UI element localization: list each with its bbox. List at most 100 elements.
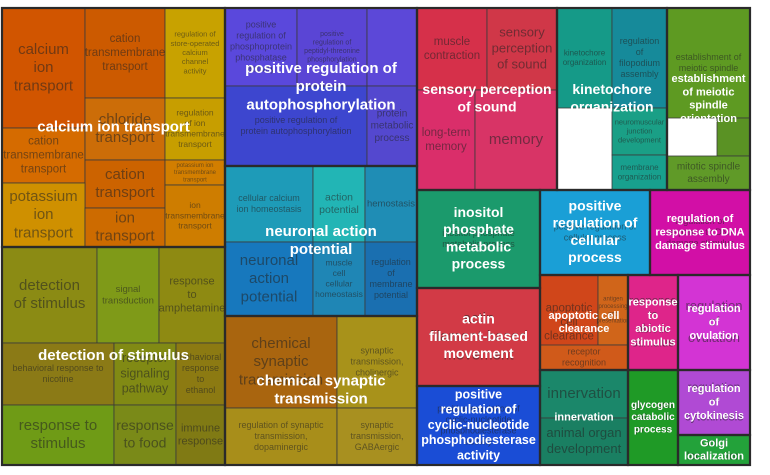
cell-label-antigen-processing-and-presentation: antigen processing and presentation bbox=[596, 297, 629, 325]
cell-label-cation-transmembrane-transport: cation transmembrane transport bbox=[85, 33, 166, 73]
cell-label-response-to-abiotic-stimulus: response to abiotic stimulus bbox=[629, 296, 676, 350]
treemap-cell-regulation-of-filopodium-assembly bbox=[611, 7, 668, 109]
cell-label-regulation-of-ovulation: regulation of ovulation bbox=[685, 298, 742, 345]
group-label-establishment-of-meiotic-spindle-orientation: establishment of meiotic spindle orientatio… bbox=[672, 73, 746, 125]
group-label-glycogen-catabolic-process: glycogen catabolic process bbox=[631, 400, 675, 435]
cell-label-signal-transduction: signal transduction bbox=[102, 284, 154, 307]
cell-label-synaptic-transmission-cholinergic: synaptic transmission, cholinergic bbox=[350, 345, 403, 377]
cell-label-innervation: innervation bbox=[547, 385, 620, 402]
treemap-cell-detection-of-stimulus bbox=[1, 246, 98, 344]
treemap-cell-response-to-food bbox=[113, 404, 177, 466]
cell-label-potassium-ion-transmembrane-transport: potassium ion transmembrane transport bbox=[174, 163, 217, 184]
cell-label-receptor-signaling-pathway: receptor signaling pathway bbox=[120, 351, 169, 396]
treemap-cell-membrane-organization bbox=[611, 154, 668, 191]
treemap-cell-cellular-calcium-ion-homeostasis bbox=[224, 165, 314, 243]
treemap-cell-signal-transduction bbox=[96, 246, 160, 344]
cell-label-memory: memory bbox=[489, 131, 544, 148]
group-border-golgi-localization bbox=[676, 433, 752, 467]
cell-label-membrane-organization: membrane organization bbox=[618, 163, 662, 182]
cell-label-positive-regulation-of-phosphoprotein-phosphatase-activity: positive regulation of phosphoprotein phosp… bbox=[230, 19, 292, 73]
cell-label-cation-transmembrane-transport: cation transmembrane transport bbox=[3, 136, 84, 176]
cell-label-chemical-synaptic-transmission: chemical synaptic transmission bbox=[239, 335, 323, 389]
treemap-cell-chloride-transport bbox=[84, 97, 166, 161]
treemap-cell-antigen-processing-and-presentation bbox=[597, 274, 629, 346]
cell-label-regulation-of-response-to-dna-damage-stimulus: regulation of response to DNA damage stimu… bbox=[666, 216, 735, 248]
cell-label-calcium-ion-transport: calcium ion transport bbox=[14, 41, 74, 95]
group-label-positive-regulation-of-cellular-process: positive regulation of cellular process bbox=[553, 198, 638, 265]
cell-label-synaptic-transmission-gabaergic: synaptic transmission, GABAergic bbox=[350, 420, 403, 452]
cell-label-regulation-of-ion-transmembrane-transport: regulation of ion transmembrane transport bbox=[165, 108, 225, 149]
treemap-cell-ion-transport bbox=[84, 207, 166, 248]
group-label-positive-regulation-of-cyclic-nucleotide-phosphodiesterase-activity: positive regulation of cyclic-nucleotide ph… bbox=[421, 387, 536, 462]
cell-label-response-to-stimulus: response to stimulus bbox=[19, 417, 97, 452]
group-label-kinetochore-organization: kinetochore organization bbox=[570, 81, 653, 114]
cell-label-sensory-perception-of-sound: sensory perception of sound bbox=[492, 25, 553, 72]
cell-label-regulation-of-store-operated-calcium-channel-activity: regulation of store-operated calcium channe… bbox=[171, 30, 220, 76]
cell-label-glycogen-catabolic-process: glycogen catabolic process bbox=[633, 400, 673, 435]
cell-label-behavioral-response-to-nicotine: behavioral response to nicotine bbox=[12, 363, 103, 384]
group-label-positive-regulation-of-protein-autophosphorylation: positive regulation of protein autophospho… bbox=[245, 60, 398, 114]
cell-label-inositol-phosphate-metabolic-process: inositol phosphate metabolic process bbox=[442, 228, 515, 249]
treemap-cell-mitotic-spindle-assembly bbox=[666, 155, 751, 191]
cell-label-behavioral-response-to-ethanol: behavioral response to ethanol bbox=[180, 352, 222, 395]
treemap-cell-establishment-of-meiotic-spindle bbox=[666, 7, 751, 119]
group-label-inositol-phosphate-metabolic-process: inositol phosphate metabolic process bbox=[443, 204, 514, 271]
cell-label-potassium-ion-transport: potassium ion transport bbox=[9, 188, 77, 242]
group-label-regulation-of-cytokinesis: regulation of cytokinesis bbox=[684, 383, 744, 422]
treemap-cell-behavioral-response-to-ethanol bbox=[175, 342, 226, 406]
cell-label-hemostasis: hemostasis bbox=[367, 199, 415, 210]
treemap-cell-positive-regulation-of-protein-autophosphorylation bbox=[224, 85, 368, 167]
cell-label-detection-of-stimulus: detection of stimulus bbox=[14, 277, 86, 312]
cell-label-positive-regulation-of-cyclic-nucleotide-phosphodiesterase-activity: positive regulation of cyclic-nucleotide p… bbox=[437, 403, 520, 446]
cell-label-positive-regulation-of-peptidyl-threonine-phosphorylation: positive regulation of peptidyl-threonine p… bbox=[304, 31, 360, 64]
cell-label-cellular-calcium-ion-homeostasis: cellular calcium ion homeostasis bbox=[236, 193, 302, 214]
treemap-cell-muscle-cell-cellular-homeostasis bbox=[312, 241, 366, 317]
group-label-golgi-localization: Golgi localization bbox=[684, 437, 744, 462]
treemap-cell-calcium-ion-transport bbox=[1, 7, 86, 129]
group-label-layer: calcium ion transport detection of stimul… bbox=[37, 60, 746, 463]
cell-label-golgi-localization: Golgi localization bbox=[687, 437, 741, 462]
group-border-layer bbox=[0, 6, 752, 467]
treemap-cell-behavioral-response-to-nicotine bbox=[1, 342, 115, 406]
treemap-cell-neuronal-action-potential bbox=[224, 241, 314, 317]
treemap-cell-memory bbox=[474, 89, 558, 191]
treemap-cell-ion-transmembrane-transport bbox=[164, 184, 226, 248]
treemap-cell-potassium-ion-transmembrane-transport bbox=[164, 159, 226, 186]
treemap-cell-muscle-contraction bbox=[416, 7, 488, 91]
treemap-cell-response-to-stimulus bbox=[1, 404, 115, 466]
cell-label-response-to-food: response to food bbox=[116, 417, 174, 450]
cell-label-action-potential: action potential bbox=[319, 191, 359, 216]
group-label-chemical-synaptic-transmission: chemical synaptic transmission bbox=[256, 372, 385, 407]
cell-label-positive-regulation-of-protein-autophosphorylation: positive regulation of protein autophosph… bbox=[240, 115, 351, 136]
cell-label-protein-metabolic-process: protein metabolic process bbox=[371, 109, 414, 144]
group-label-actin-filament-based-movement: actin filament-based movement bbox=[429, 311, 528, 361]
cell-label-cation-transport: cation transport bbox=[95, 166, 155, 201]
group-label-regulation-of-ovulation: regulation of ovulation bbox=[687, 303, 740, 342]
group-label-detection-of-stimulus: detection of stimulus bbox=[38, 347, 189, 364]
cell-label-mitotic-spindle-assembly: mitotic spindle assembly bbox=[677, 162, 741, 185]
treemap-cell-regulation-of-membrane-potential bbox=[364, 241, 418, 317]
group-label-response-to-abiotic-stimulus: response to abiotic stimulus bbox=[629, 296, 678, 348]
cell-label-immune-response: immune response bbox=[178, 422, 223, 447]
cell-label-positive-regulation-of-cellular-process: positive regulation of cellular process bbox=[554, 221, 637, 242]
cell-label-actin-filament-based-movement: actin filament-based movement bbox=[429, 310, 527, 364]
cell-label-neuromuscular-junction-development: neuromuscular junction development bbox=[615, 117, 665, 144]
treemap-cell-hemostasis bbox=[364, 165, 418, 243]
cell-label-establishment-of-meiotic-spindle: establishment of meiotic spindle bbox=[676, 52, 742, 73]
cell-label-regulation-of-filopodium-assembly: regulation of filopodium assembly bbox=[619, 36, 660, 79]
cell-label-muscle-cell-cellular-homeostasis: muscle cell cellular homeostasis bbox=[315, 258, 363, 299]
treemap-cell-positive-regulation-of-phosphoprotein-phosphatase-activity bbox=[224, 7, 298, 87]
cell-label-ion-transport: ion transport bbox=[95, 209, 155, 244]
treemap-cell-potassium-ion-transport bbox=[1, 182, 86, 248]
cell-label-response-to-amphetamine: response to amphetamine bbox=[159, 276, 226, 315]
group-label-sensory-perception-of-sound: sensory perception of sound bbox=[422, 81, 551, 114]
cell-label-kinetochore-organization: kinetochore organization bbox=[563, 48, 607, 67]
group-label-innervation: innervation bbox=[554, 411, 614, 423]
group-label-apoptotic-cell-clearance: apoptotic cell clearance bbox=[549, 310, 620, 335]
group-label-neuronal-action-potential: neuronal action potential bbox=[265, 223, 377, 258]
treemap-cell-positive-regulation-of-peptidyl-threonine-phosphorylation bbox=[296, 7, 368, 87]
cell-label-regulation-of-synaptic-transmission-dopaminergic: regulation of synaptic transmission, dopam… bbox=[238, 420, 324, 452]
treemap-cell-actin-filament-based-movement bbox=[416, 287, 541, 387]
cell-label-long-term-memory: long-term memory bbox=[422, 127, 471, 153]
treemap-cell-positive-regulation-of-cyclic-nucleotide-phosphodiesterase-activity bbox=[416, 385, 541, 466]
